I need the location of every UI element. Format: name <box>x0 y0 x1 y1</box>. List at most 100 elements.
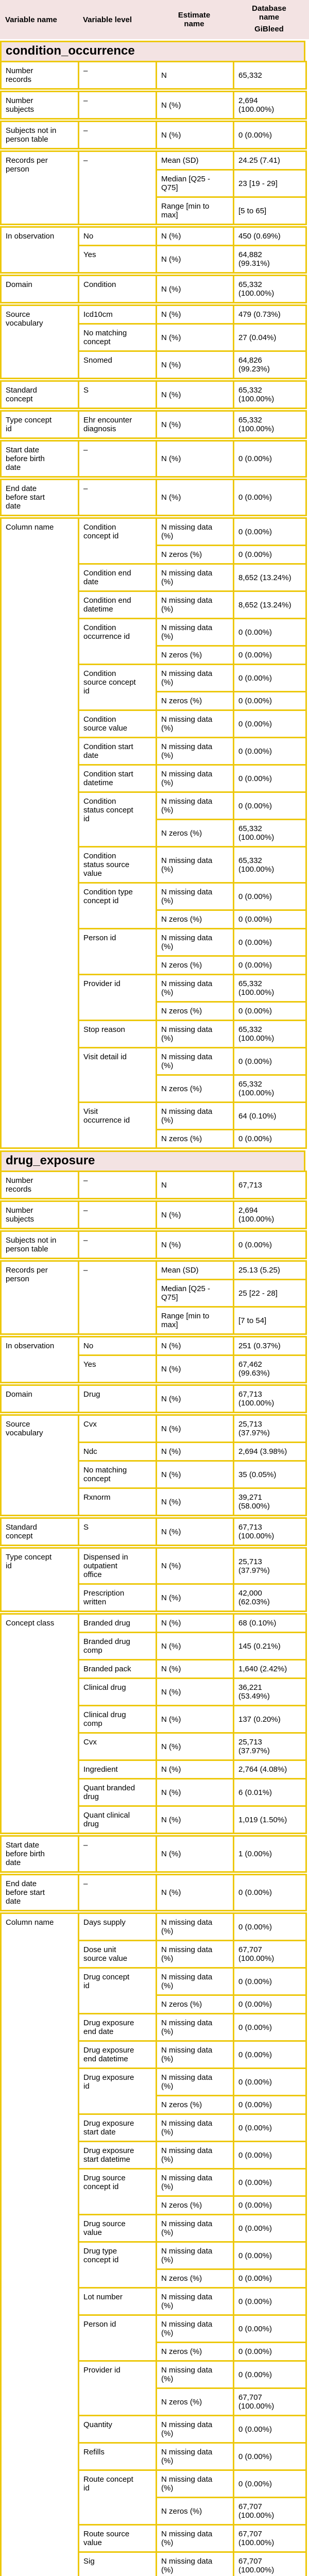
estimate-name-cell: N missing data (%) <box>156 2168 234 2197</box>
value-cell: 0 (0.00%) <box>233 2113 307 2142</box>
estimate-name-cell: N zeros (%) <box>156 2387 234 2416</box>
value-cell: 0 (0.00%) <box>233 2195 307 2215</box>
section-title-drug_exposure: drug_exposure <box>0 1150 305 1171</box>
value-cell: 65,332 (100.00%) <box>233 846 307 884</box>
table-row: Range [min to max] [7 to 54] <box>1 1306 307 1335</box>
value-cell: 0 (0.00%) <box>233 709 307 738</box>
estimate-name-cell: N missing data (%) <box>156 2141 234 2170</box>
value-cell: 8,652 (13.24%) <box>233 590 307 619</box>
variable-level-cell: Drug <box>78 1384 157 1413</box>
column-header-estimate-name: Estimate name <box>178 11 211 28</box>
value-cell: 67,707 (100.00%) <box>233 2551 307 2576</box>
value-cell: 65,332 <box>233 61 307 90</box>
estimate-name-cell: N (%) <box>156 1874 234 1911</box>
value-cell: 0 (0.00%) <box>233 664 307 692</box>
table-row: Condition status concept id N missing dat… <box>1 791 307 848</box>
variable-group-table: Number subjects – N (%) 2,694 (100.00%) <box>0 1200 307 1229</box>
estimate-name-cell: N missing data (%) <box>156 1940 234 1969</box>
value-cell: 65,332 (100.00%) <box>233 974 307 1003</box>
value-cell: 0 (0.00%) <box>233 545 307 565</box>
value-cell: 39,271 (58.00%) <box>233 1487 307 1516</box>
variable-level-cell: Condition start date <box>78 737 157 766</box>
value-cell: 479 (0.73%) <box>233 304 307 325</box>
table-row: No matching concept N (%) 35 (0.05%) <box>1 1460 307 1489</box>
table-row: Condition start datetime N missing data (… <box>1 764 307 793</box>
value-cell: 67,713 (100.00%) <box>233 1384 307 1413</box>
table-row: Standard concept S N (%) 65,332 (100.00%) <box>0 380 307 409</box>
estimate-name-cell: N missing data (%) <box>156 2287 234 2316</box>
value-cell: 0 (0.00%) <box>233 2013 307 2042</box>
table-row: Drug exposure end datetime N missing data… <box>1 2040 307 2069</box>
table-row: Person id N missing data (%) 0 (0.00%) <box>1 928 307 975</box>
value-cell: 0 (0.00%) <box>233 2067 307 2096</box>
table-row: Drug source value N missing data (%) 0 (0.… <box>1 2214 307 2243</box>
variable-level-cell: Condition source value <box>78 709 157 738</box>
table-row: N zeros (%) 0 (0.00%) <box>1 2268 307 2289</box>
value-cell: 6 (0.01%) <box>233 1778 307 1807</box>
value-cell: 0 (0.00%) <box>233 618 307 647</box>
variable-level-cell: Drug exposure id <box>78 2067 157 2115</box>
variable-group-table: Standard concept S N (%) 65,332 (100.00%) <box>0 380 307 409</box>
variable-name-cell: Source vocabulary <box>0 1414 79 1516</box>
table-row: Condition end date N missing data (%) 8,65… <box>1 563 307 592</box>
table-row: Column name Condition concept id N missing… <box>0 517 307 1149</box>
estimate-name-cell: N missing data (%) <box>156 664 234 692</box>
estimate-name-cell: N missing data (%) <box>156 2415 234 2444</box>
table-row: In observation No N (%) 251 (0.37%) <box>0 1336 307 1383</box>
value-cell: 0 (0.00%) <box>233 2442 307 2471</box>
variable-group-table: Start date before birth date – N (%) 1 (0.0… <box>0 1835 307 1873</box>
variable-group-table: Domain Drug N (%) 67,713 (100.00%) <box>0 1384 307 1413</box>
variable-level-cell: Dispensed in outpatient office <box>78 1547 157 1585</box>
table-row: N zeros (%) 0 (0.00%) <box>1 2095 307 2115</box>
value-cell: 2,694 (100.00%) <box>233 91 307 120</box>
value-cell: 0 (0.00%) <box>233 517 307 546</box>
value-cell: 64 (0.10%) <box>233 1101 307 1130</box>
variable-name-cell: Type concept id <box>0 1547 79 1612</box>
table-row: Domain Condition N (%) 65,332 (100.00%) <box>0 275 307 303</box>
value-cell: 67,713 (100.00%) <box>233 1517 307 1546</box>
table-row: Condition start date N missing data (%) 0 … <box>1 737 307 766</box>
value-cell: 0 (0.00%) <box>233 645 307 665</box>
value-cell: 64,882 (99.31%) <box>233 245 307 274</box>
estimate-name-cell: N (%) <box>156 1632 234 1660</box>
estimate-name-cell: N (%) <box>156 1732 234 1761</box>
estimate-name-cell: N (%) <box>156 1200 234 1229</box>
table-row: Prescription written N (%) 42,000 (62.03%) <box>1 1583 307 1612</box>
variable-level-cell: Drug exposure start date <box>78 2113 157 2142</box>
estimate-name-cell: N missing data (%) <box>156 2067 234 2096</box>
table-row: Condition source value N missing data (%)… <box>1 709 307 738</box>
value-cell: 1 (0.00%) <box>233 1835 307 1873</box>
table-row: Start date before birth date – N (%) 0 (0.0… <box>0 440 307 478</box>
value-cell: 0 (0.00%) <box>233 2268 307 2289</box>
table-row: N zeros (%) 0 (0.00%) <box>1 2342 307 2362</box>
estimate-name-cell: N zeros (%) <box>156 909 234 929</box>
value-cell: 8,652 (13.24%) <box>233 563 307 592</box>
value-cell: 0 (0.00%) <box>233 2241 307 2270</box>
table-row: Ingredient N (%) 2,764 (4.08%) <box>1 1759 307 1780</box>
value-cell: 0 (0.00%) <box>233 2314 307 2343</box>
variable-name-cell: Standard concept <box>0 1517 79 1546</box>
variable-name-cell: Start date before birth date <box>0 1835 79 1873</box>
column-header-variable-level: Variable level <box>83 15 132 24</box>
value-cell: 0 (0.00%) <box>233 791 307 820</box>
table-row: Median [Q25 - Q75] 25 [22 - 28] <box>1 1279 307 1308</box>
table-row: Standard concept S N (%) 67,713 (100.00%) <box>0 1517 307 1546</box>
value-cell: 67,713 <box>233 1171 307 1199</box>
variable-level-cell: Condition status concept id <box>78 791 157 848</box>
value-cell: 23 [19 - 29] <box>233 169 307 198</box>
table-row: Condition source concept id N missing dat… <box>1 664 307 711</box>
table-row: End date before start date – N (%) 0 (0.00%… <box>0 479 307 516</box>
value-cell: 0 (0.00%) <box>233 737 307 766</box>
value-cell: 0 (0.00%) <box>233 2214 307 2243</box>
estimate-name-cell: N (%) <box>156 1659 234 1679</box>
variable-level-cell: – <box>78 61 157 90</box>
table-row: Drug concept id N missing data (%) 0 (0.00… <box>1 1967 307 2014</box>
column-header-row: Variable name Variable level Estimate na… <box>0 0 309 39</box>
estimate-name-cell: N missing data (%) <box>156 618 234 647</box>
variable-level-cell: Sig <box>78 2551 157 2576</box>
table-row: Provider id N missing data (%) 0 (0.00%) <box>1 2360 307 2416</box>
estimate-name-cell: N (%) <box>156 380 234 409</box>
table-row: N zeros (%) 0 (0.00%) <box>1 645 307 665</box>
estimate-name-cell: N missing data (%) <box>156 2113 234 2142</box>
variable-name-cell: Subjects not in person table <box>0 1230 79 1259</box>
